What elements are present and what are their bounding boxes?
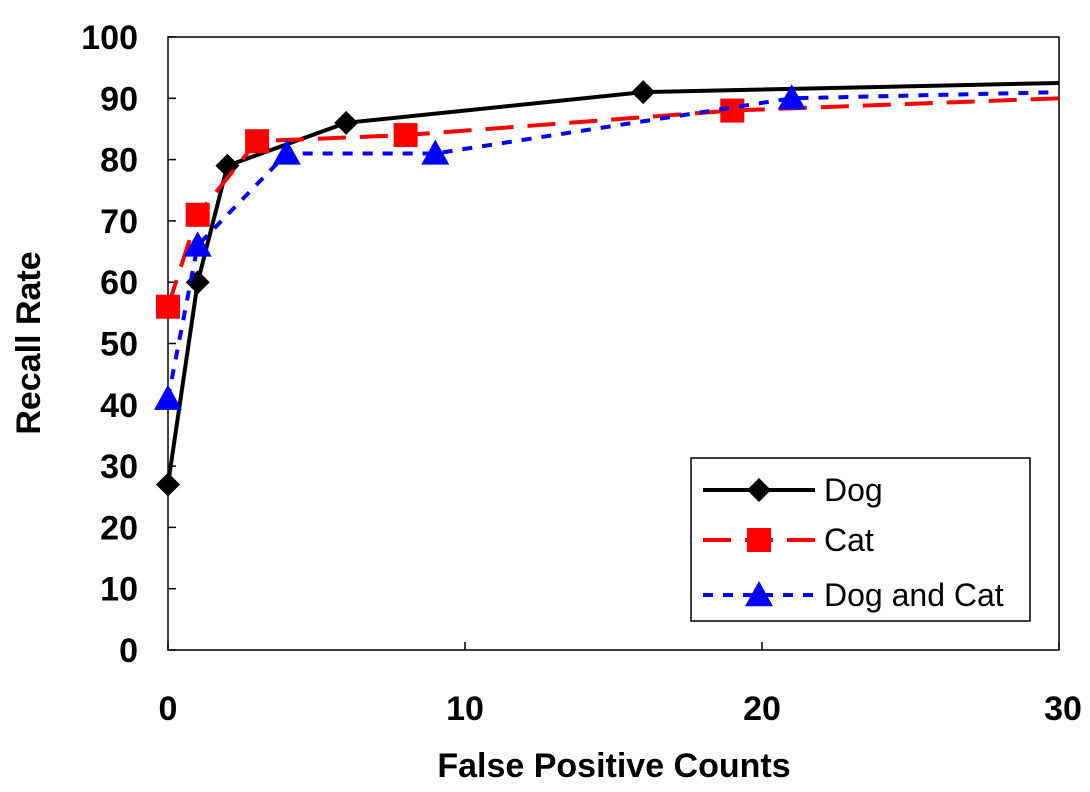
legend-marker-cat bbox=[747, 528, 771, 552]
y-tick-label: 40 bbox=[100, 387, 138, 425]
x-tick-label: 20 bbox=[743, 690, 781, 728]
y-tick-label: 100 bbox=[81, 19, 138, 57]
data-point-dog-and-cat bbox=[272, 139, 301, 165]
y-tick-label: 0 bbox=[119, 632, 138, 670]
y-tick-label: 60 bbox=[100, 264, 138, 302]
data-point-cat bbox=[156, 294, 180, 319]
legend-label: Dog bbox=[824, 472, 883, 508]
data-point-dog-and-cat bbox=[183, 231, 212, 257]
y-tick-label: 20 bbox=[100, 509, 138, 547]
y-tick-label: 90 bbox=[100, 80, 138, 118]
y-axis-title: Recall Rate bbox=[10, 251, 48, 434]
x-tick-label: 30 bbox=[1044, 690, 1082, 728]
data-point-cat bbox=[393, 123, 418, 148]
x-tick-label: 10 bbox=[446, 690, 484, 728]
data-point-dog-and-cat bbox=[777, 84, 806, 110]
legend-label: Cat bbox=[824, 522, 874, 558]
y-tick-label: 50 bbox=[100, 326, 138, 364]
x-axis-title: False Positive Counts bbox=[437, 747, 790, 785]
data-point-dog bbox=[334, 110, 359, 135]
data-point-dog-and-cat bbox=[154, 384, 182, 410]
x-axis-ticks: 0 10 20 30 bbox=[159, 642, 1082, 728]
y-tick-label: 80 bbox=[100, 142, 138, 180]
data-point-cat bbox=[185, 202, 210, 227]
series-dog-and-cat bbox=[154, 84, 1060, 410]
y-tick-label: 10 bbox=[100, 571, 138, 609]
series-layer bbox=[154, 80, 1060, 497]
legend: Dog Cat Dog and Cat bbox=[690, 457, 1031, 622]
data-point-dog bbox=[631, 80, 656, 105]
legend-marker-dog bbox=[747, 478, 771, 502]
x-tick-label: 0 bbox=[159, 690, 178, 728]
data-point-cat bbox=[245, 129, 270, 154]
y-axis-ticks: 0 10 20 30 40 50 60 70 80 90 100 bbox=[81, 19, 176, 670]
legend-marker-dog-and-cat bbox=[745, 581, 773, 607]
y-tick-label: 30 bbox=[100, 448, 138, 486]
legend-label: Dog and Cat bbox=[824, 577, 1004, 613]
data-point-dog bbox=[156, 472, 180, 497]
y-tick-label: 70 bbox=[100, 203, 138, 241]
data-point-dog-and-cat bbox=[421, 139, 450, 165]
